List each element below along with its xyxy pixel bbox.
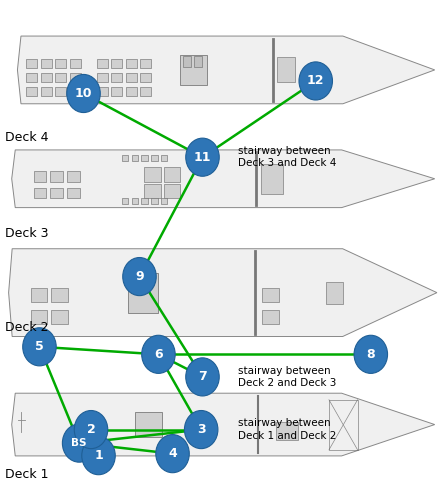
Text: 6: 6 [154, 348, 163, 361]
Circle shape [156, 435, 189, 473]
Bar [141, 73, 151, 82]
Polygon shape [17, 36, 434, 104]
Bar [194, 56, 202, 67]
Circle shape [74, 410, 108, 449]
Polygon shape [11, 150, 434, 208]
Bar [262, 288, 279, 302]
Bar [30, 310, 47, 324]
Text: 10: 10 [75, 87, 92, 100]
Bar [34, 188, 46, 198]
Bar [97, 87, 108, 96]
Bar [67, 188, 80, 198]
Bar [97, 73, 108, 82]
Bar [55, 73, 66, 82]
Bar [97, 59, 108, 68]
Bar [50, 188, 63, 198]
Circle shape [354, 336, 388, 373]
Bar [164, 167, 180, 182]
Bar [34, 172, 46, 182]
Text: stairway between
Deck 2 and Deck 3: stairway between Deck 2 and Deck 3 [238, 366, 336, 388]
Text: stairway between
Deck 1 and Deck 2: stairway between Deck 1 and Deck 2 [238, 418, 336, 441]
Bar [26, 87, 37, 96]
Bar [126, 73, 137, 82]
Bar [144, 167, 160, 182]
Polygon shape [9, 249, 437, 337]
Circle shape [23, 328, 56, 366]
Bar [141, 87, 151, 96]
Bar [70, 87, 81, 96]
Bar [329, 400, 358, 450]
Bar [70, 73, 81, 82]
Bar [70, 59, 81, 68]
Bar [111, 87, 122, 96]
Bar [326, 282, 343, 304]
Bar [132, 198, 138, 204]
Text: 12: 12 [307, 74, 324, 88]
Bar [151, 198, 157, 204]
Bar [135, 412, 161, 437]
Text: 11: 11 [194, 151, 211, 163]
Bar [50, 172, 63, 182]
Circle shape [142, 336, 175, 373]
Bar [128, 273, 158, 313]
Bar [160, 155, 167, 161]
Text: 3: 3 [197, 423, 206, 436]
Bar [164, 184, 180, 198]
Bar [141, 198, 148, 204]
Bar [126, 59, 137, 68]
Text: BS: BS [71, 438, 87, 448]
Circle shape [184, 410, 218, 449]
Bar [55, 59, 66, 68]
Text: Deck 3: Deck 3 [5, 227, 49, 240]
Bar [55, 87, 66, 96]
Text: 4: 4 [168, 447, 177, 460]
Circle shape [186, 358, 219, 396]
Bar [122, 155, 129, 161]
Bar [151, 155, 157, 161]
Circle shape [62, 424, 96, 462]
Circle shape [123, 258, 156, 296]
Bar [276, 422, 298, 440]
Bar [278, 57, 295, 82]
Text: Deck 4: Deck 4 [5, 131, 49, 144]
Bar [144, 184, 160, 198]
Bar [160, 198, 167, 204]
Circle shape [67, 74, 100, 113]
Bar [41, 87, 52, 96]
Bar [180, 55, 207, 85]
Bar [183, 56, 191, 67]
Text: 1: 1 [94, 449, 103, 462]
Bar [141, 59, 151, 68]
Text: 5: 5 [35, 341, 44, 353]
Text: Deck 2: Deck 2 [5, 321, 49, 334]
Bar [26, 59, 37, 68]
Polygon shape [11, 393, 434, 456]
Bar [26, 73, 37, 82]
Bar [67, 172, 80, 182]
Bar [262, 310, 279, 324]
Bar [41, 59, 52, 68]
Bar [261, 163, 283, 194]
Circle shape [82, 437, 115, 475]
Bar [126, 87, 137, 96]
Bar [141, 155, 148, 161]
Bar [51, 288, 68, 302]
Text: 2: 2 [87, 423, 95, 436]
Text: 7: 7 [198, 370, 207, 383]
Bar [132, 155, 138, 161]
Bar [111, 73, 122, 82]
Circle shape [299, 62, 332, 100]
Bar [51, 310, 68, 324]
Text: 8: 8 [366, 348, 375, 361]
Bar [30, 288, 47, 302]
Bar [111, 59, 122, 68]
Bar [41, 73, 52, 82]
Text: stairway between
Deck 3 and Deck 4: stairway between Deck 3 and Deck 4 [238, 146, 336, 169]
Text: 9: 9 [135, 270, 144, 283]
Bar [122, 198, 129, 204]
Text: Deck 1: Deck 1 [5, 468, 49, 481]
Circle shape [186, 138, 219, 176]
